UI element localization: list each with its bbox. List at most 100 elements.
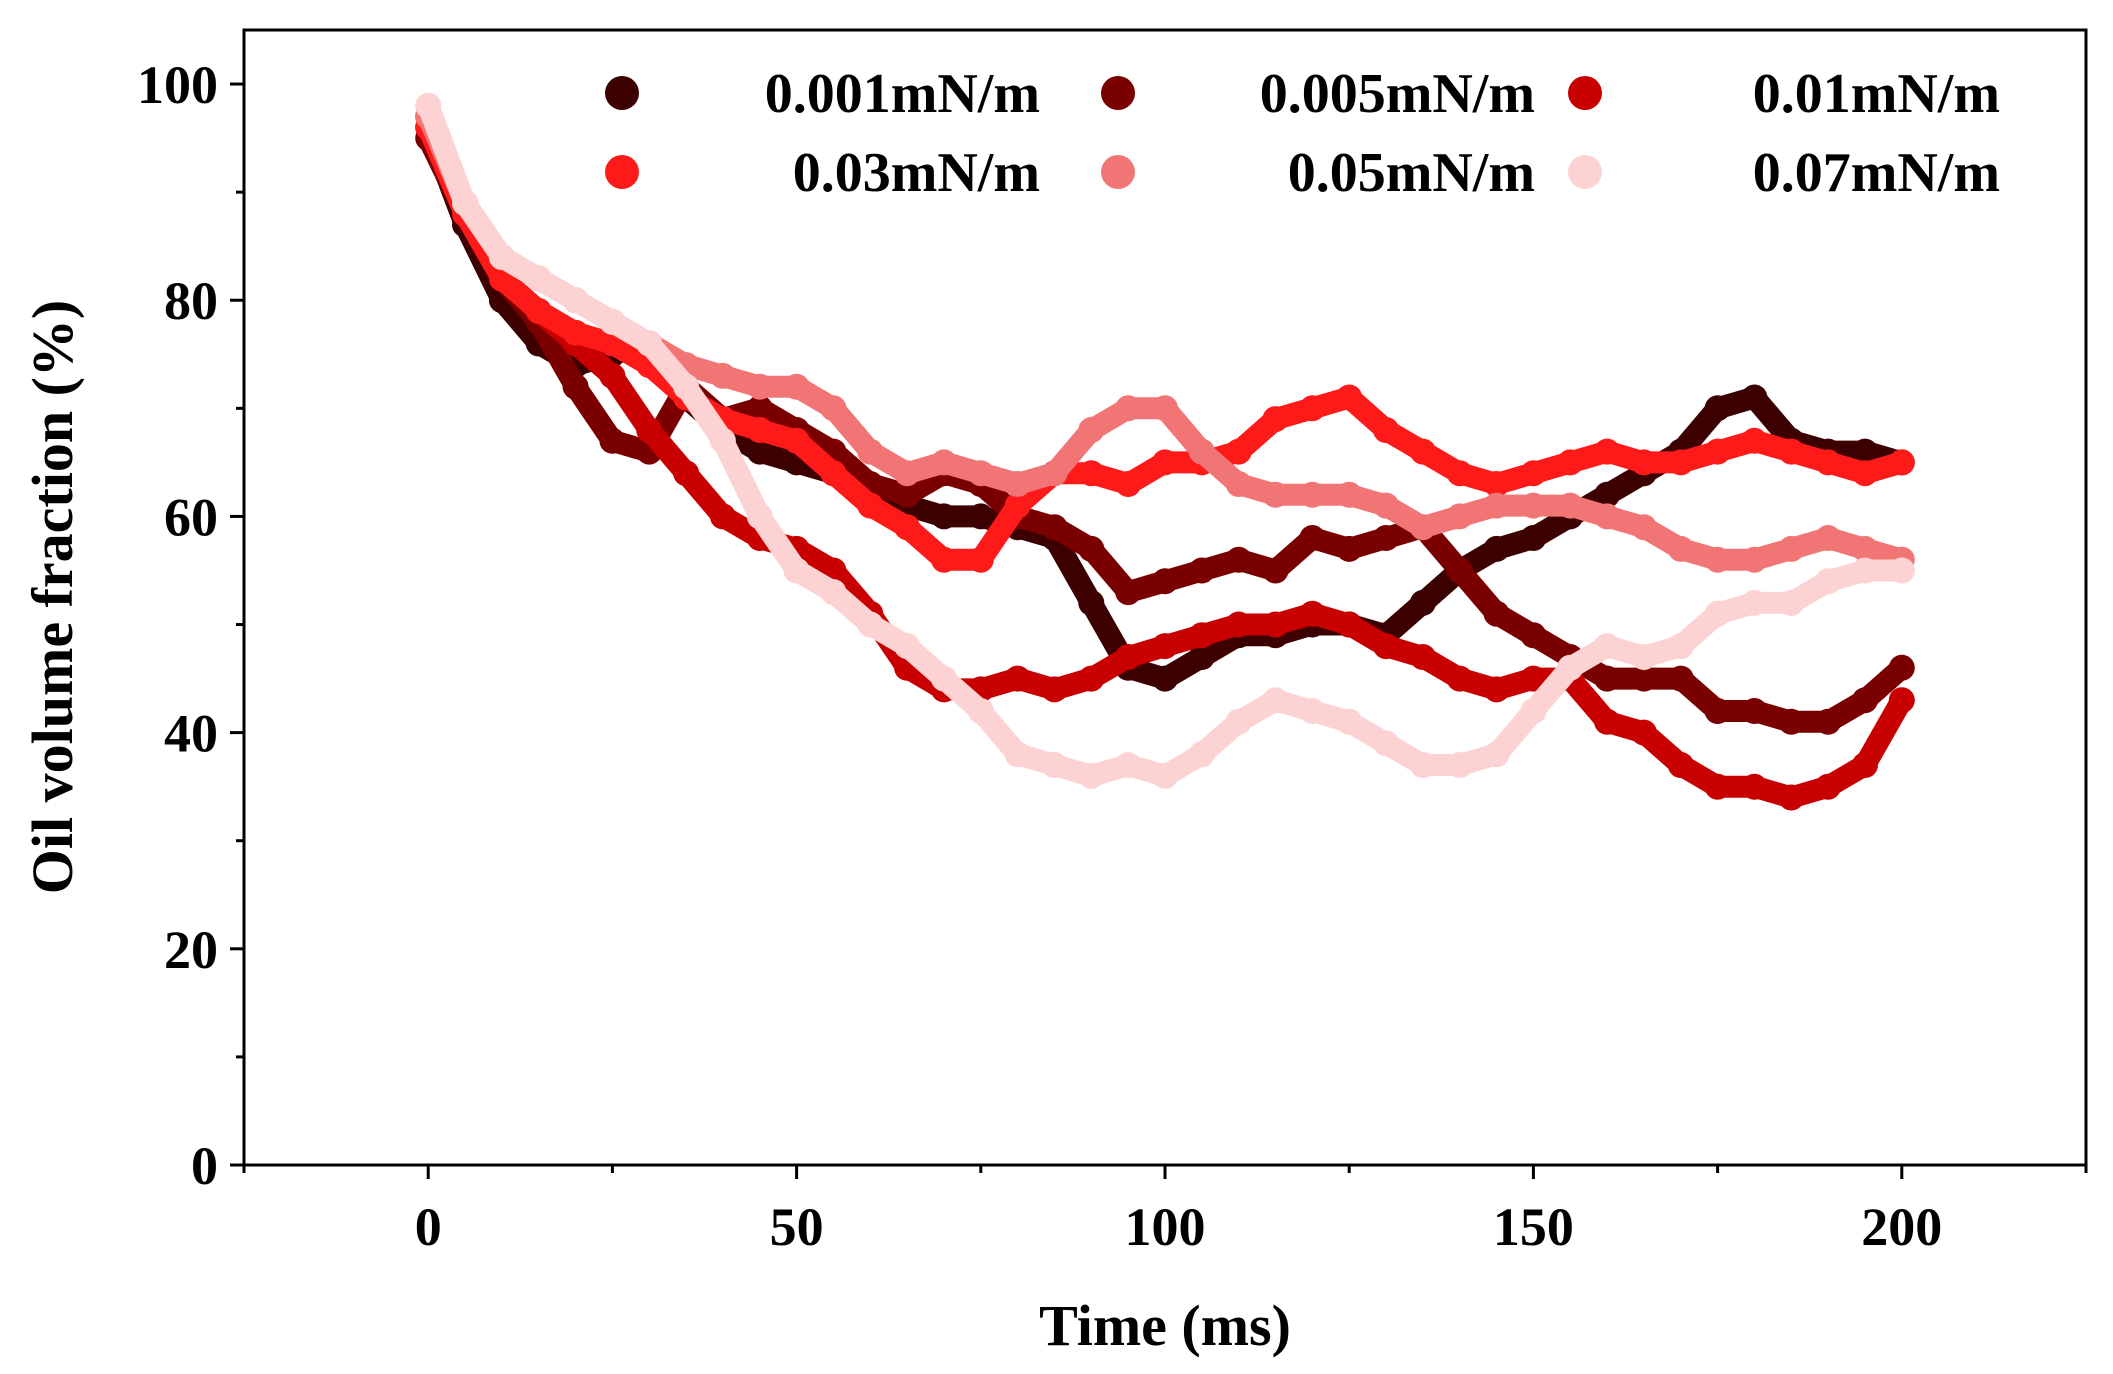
series-3-point-6 — [636, 417, 663, 443]
legend-label-2: 0.005mN/m — [1260, 63, 1535, 125]
series-5-point-39 — [1852, 535, 1878, 562]
series-6-point-33 — [1630, 644, 1657, 670]
series-3-point-7 — [673, 460, 700, 487]
series-4-point-15 — [967, 546, 994, 573]
legend-marker-1 — [605, 76, 639, 110]
series-5-point-20 — [1152, 395, 1178, 422]
series-6-point-25 — [1336, 708, 1363, 735]
series-1-point-29 — [1483, 535, 1510, 562]
series-3-point-37 — [1778, 784, 1805, 811]
series-5-point-14 — [931, 449, 957, 476]
series-4-point-32 — [1594, 438, 1621, 465]
x-tick-label-150: 150 — [1493, 1197, 1574, 1257]
series-5-point-27 — [1409, 514, 1436, 541]
series-3-point-34 — [1667, 752, 1694, 778]
series-6-point-23 — [1262, 687, 1289, 714]
series-2-point-17 — [1041, 514, 1068, 541]
series-4-point-22 — [1225, 438, 1252, 465]
series-3-point-38 — [1815, 773, 1842, 800]
series-5-point-31 — [1557, 492, 1584, 519]
series-4-point-23 — [1262, 406, 1289, 433]
series-2-point-32 — [1594, 665, 1621, 692]
series-6-point-9 — [746, 503, 773, 530]
series-layer — [415, 92, 1915, 811]
series-6-point-30 — [1520, 698, 1547, 724]
series-6-point-20 — [1152, 762, 1178, 789]
series-3-point-24 — [1299, 600, 1326, 627]
series-3-point-23 — [1262, 611, 1289, 638]
series-4-point-10 — [783, 427, 810, 454]
series-4-point-24 — [1299, 395, 1326, 422]
series-2-point-5 — [599, 427, 626, 454]
series-4-point-36 — [1741, 427, 1768, 454]
series-6-point-37 — [1778, 589, 1805, 616]
series-6-point-40 — [1888, 557, 1915, 584]
series-2-point-34 — [1667, 665, 1694, 692]
series-5-point-10 — [783, 373, 810, 400]
series-6-point-10 — [783, 557, 810, 584]
series-2-point-30 — [1520, 622, 1547, 649]
series-2-point-4 — [562, 373, 589, 400]
series-6-point-22 — [1225, 708, 1252, 735]
series-4-point-11 — [820, 460, 847, 487]
series-1-point-21 — [1188, 644, 1215, 670]
series-6-point-18 — [1078, 762, 1105, 789]
series-3-point-40 — [1888, 687, 1915, 714]
series-6-point-32 — [1594, 633, 1621, 660]
series-5-point-23 — [1262, 481, 1289, 508]
series-6-point-5 — [599, 308, 626, 335]
y-tick-label-60: 60 — [164, 487, 218, 547]
series-4-point-16 — [1004, 492, 1031, 519]
series-2-point-18 — [1078, 535, 1105, 562]
y-tick-label-80: 80 — [164, 271, 218, 331]
y-axis: 0 20 40 60 80 100 — [137, 55, 244, 1196]
y-tick-label-40: 40 — [164, 704, 218, 764]
series-6-point-29 — [1483, 741, 1510, 768]
series-4-point-18 — [1078, 460, 1105, 487]
legend: 0.001mN/m 0.005mN/m 0.01mN/m 0.03mN/m 0.05mN… — [605, 63, 2000, 204]
series-1-point-27 — [1409, 589, 1436, 616]
series-4-point-40 — [1888, 449, 1915, 476]
series-2-point-40 — [1888, 654, 1915, 681]
series-1-point-15 — [967, 503, 994, 530]
series-5-point-21 — [1188, 438, 1215, 465]
series-3-point-18 — [1078, 665, 1105, 692]
series-5-point-38 — [1815, 525, 1842, 551]
series-3-point-26 — [1373, 633, 1399, 660]
series-4-point-12 — [857, 492, 884, 519]
series-2-point-23 — [1262, 557, 1289, 584]
series-6-point-24 — [1299, 698, 1326, 724]
series-5-point-19 — [1115, 395, 1142, 422]
y-tick-label-100: 100 — [137, 55, 218, 115]
series-6-point-27 — [1409, 752, 1436, 778]
legend-marker-4 — [605, 155, 639, 189]
series-2-point-26 — [1373, 525, 1399, 551]
series-6-point-31 — [1557, 654, 1584, 681]
series-4-point-14 — [931, 546, 957, 573]
series-6-point-35 — [1704, 600, 1731, 627]
series-5-point-25 — [1336, 481, 1363, 508]
series-1-point-36 — [1741, 384, 1768, 411]
series-3-point-17 — [1041, 676, 1068, 703]
series-6-point-0 — [415, 92, 442, 119]
series-2-point-20 — [1152, 568, 1178, 595]
series-6-point-28 — [1446, 752, 1473, 778]
series-5-point-28 — [1446, 503, 1473, 530]
series-3-point-8 — [709, 503, 736, 530]
series-5-point-13 — [894, 460, 921, 487]
y-axis-title: Oil volume fraction (%) — [20, 300, 85, 894]
legend-label-3: 0.01mN/m — [1753, 63, 2000, 125]
series-6-point-15 — [967, 698, 994, 724]
series-6-point-21 — [1188, 741, 1215, 768]
series-4-point-37 — [1778, 438, 1805, 465]
series-2-point-9 — [746, 395, 773, 422]
series-4-point-4 — [562, 319, 589, 346]
series-6-point-3 — [525, 265, 552, 292]
series-3-point-5 — [599, 362, 626, 389]
legend-marker-3 — [1568, 76, 1602, 110]
series-2-point-25 — [1336, 535, 1363, 562]
series-6-point-36 — [1741, 589, 1768, 616]
x-tick-label-0: 0 — [415, 1197, 442, 1257]
series-6-point-19 — [1115, 752, 1142, 778]
series-4-point-33 — [1630, 449, 1657, 476]
